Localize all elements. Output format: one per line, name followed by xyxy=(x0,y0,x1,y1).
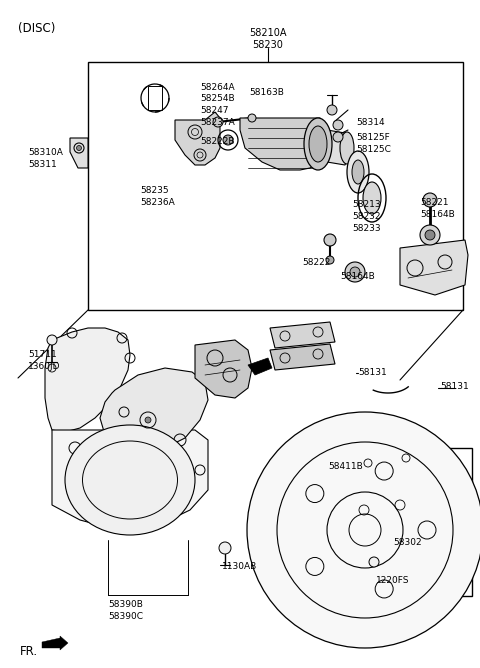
Text: 58264A: 58264A xyxy=(200,83,235,92)
Text: 58222B: 58222B xyxy=(200,137,235,146)
Text: 58233: 58233 xyxy=(352,224,381,233)
Polygon shape xyxy=(390,450,425,473)
Text: 58230: 58230 xyxy=(252,40,283,50)
Ellipse shape xyxy=(83,441,178,519)
Polygon shape xyxy=(248,358,272,375)
Circle shape xyxy=(420,225,440,245)
Text: 58163B: 58163B xyxy=(249,88,284,97)
Circle shape xyxy=(47,335,57,345)
Text: 1220FS: 1220FS xyxy=(376,576,409,585)
Circle shape xyxy=(247,412,480,648)
Polygon shape xyxy=(270,344,335,370)
Circle shape xyxy=(145,417,151,423)
Polygon shape xyxy=(60,636,68,650)
Text: 51711: 51711 xyxy=(28,350,57,359)
Polygon shape xyxy=(70,138,88,168)
Ellipse shape xyxy=(363,182,381,214)
Polygon shape xyxy=(240,118,328,170)
Text: 58164B: 58164B xyxy=(340,272,375,281)
Bar xyxy=(88,62,463,310)
Polygon shape xyxy=(45,328,130,432)
Text: 58247: 58247 xyxy=(200,106,228,115)
Polygon shape xyxy=(352,455,386,478)
Polygon shape xyxy=(344,518,354,544)
Text: 58221: 58221 xyxy=(420,198,448,207)
Text: 58390B: 58390B xyxy=(108,600,143,609)
Ellipse shape xyxy=(309,126,327,162)
Polygon shape xyxy=(346,475,356,501)
Circle shape xyxy=(333,132,343,142)
Text: 58236A: 58236A xyxy=(140,198,175,207)
Polygon shape xyxy=(348,497,382,528)
Circle shape xyxy=(76,146,82,150)
Circle shape xyxy=(324,234,336,246)
Circle shape xyxy=(326,256,334,264)
Text: 58210A: 58210A xyxy=(249,28,287,38)
Ellipse shape xyxy=(352,160,364,184)
Text: 58131: 58131 xyxy=(358,368,387,377)
Polygon shape xyxy=(400,240,468,295)
Text: (DISC): (DISC) xyxy=(18,22,55,35)
Text: 58411B: 58411B xyxy=(328,462,363,471)
Circle shape xyxy=(219,542,231,554)
Ellipse shape xyxy=(340,132,354,164)
Circle shape xyxy=(213,117,223,127)
Circle shape xyxy=(223,135,233,145)
Circle shape xyxy=(248,114,256,122)
Text: 58222: 58222 xyxy=(302,258,330,267)
Text: 58237A: 58237A xyxy=(200,118,235,127)
Text: 58314: 58314 xyxy=(356,118,384,127)
Text: 58232: 58232 xyxy=(352,212,381,221)
Text: FR.: FR. xyxy=(20,645,38,658)
Circle shape xyxy=(333,120,343,130)
Text: 1360JD: 1360JD xyxy=(28,362,60,371)
Polygon shape xyxy=(100,368,208,450)
Circle shape xyxy=(327,105,337,115)
Text: 58125F: 58125F xyxy=(356,133,390,142)
Ellipse shape xyxy=(350,267,360,277)
Text: 58302: 58302 xyxy=(394,538,422,547)
Ellipse shape xyxy=(345,262,365,282)
Text: 58311: 58311 xyxy=(28,160,57,169)
Polygon shape xyxy=(52,430,208,530)
Polygon shape xyxy=(195,340,252,398)
Text: 58254B: 58254B xyxy=(200,94,235,103)
Ellipse shape xyxy=(347,151,369,193)
Circle shape xyxy=(369,557,379,567)
Polygon shape xyxy=(378,514,388,540)
Polygon shape xyxy=(380,471,390,497)
Text: 1130AB: 1130AB xyxy=(222,562,257,571)
Polygon shape xyxy=(270,322,335,348)
Text: 58125C: 58125C xyxy=(356,145,391,154)
Text: 58310A: 58310A xyxy=(28,148,63,157)
Polygon shape xyxy=(384,492,420,523)
Polygon shape xyxy=(42,638,60,648)
Ellipse shape xyxy=(65,425,195,535)
Bar xyxy=(340,448,472,596)
Polygon shape xyxy=(175,112,220,165)
Text: 58131: 58131 xyxy=(440,382,469,391)
Text: 58390C: 58390C xyxy=(108,612,143,621)
Polygon shape xyxy=(315,128,348,165)
Circle shape xyxy=(425,230,435,240)
Circle shape xyxy=(423,193,437,207)
Text: 58213: 58213 xyxy=(352,200,381,209)
Text: 58164B: 58164B xyxy=(420,210,455,219)
Ellipse shape xyxy=(304,118,332,170)
Text: 58235: 58235 xyxy=(140,186,168,195)
